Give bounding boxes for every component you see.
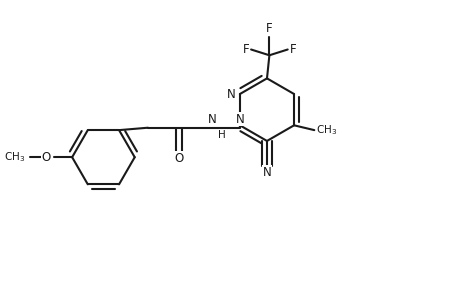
Text: O: O xyxy=(42,151,51,164)
Text: F: F xyxy=(242,43,249,56)
Text: F: F xyxy=(289,43,296,56)
Text: F: F xyxy=(265,22,272,35)
Text: N: N xyxy=(207,112,216,126)
Text: N: N xyxy=(235,112,244,126)
Text: H: H xyxy=(217,130,225,140)
Text: CH$_3$: CH$_3$ xyxy=(315,123,337,137)
Text: CH$_3$: CH$_3$ xyxy=(4,150,25,164)
Text: O: O xyxy=(174,152,184,165)
Text: N: N xyxy=(227,88,235,100)
Text: N: N xyxy=(262,166,271,179)
